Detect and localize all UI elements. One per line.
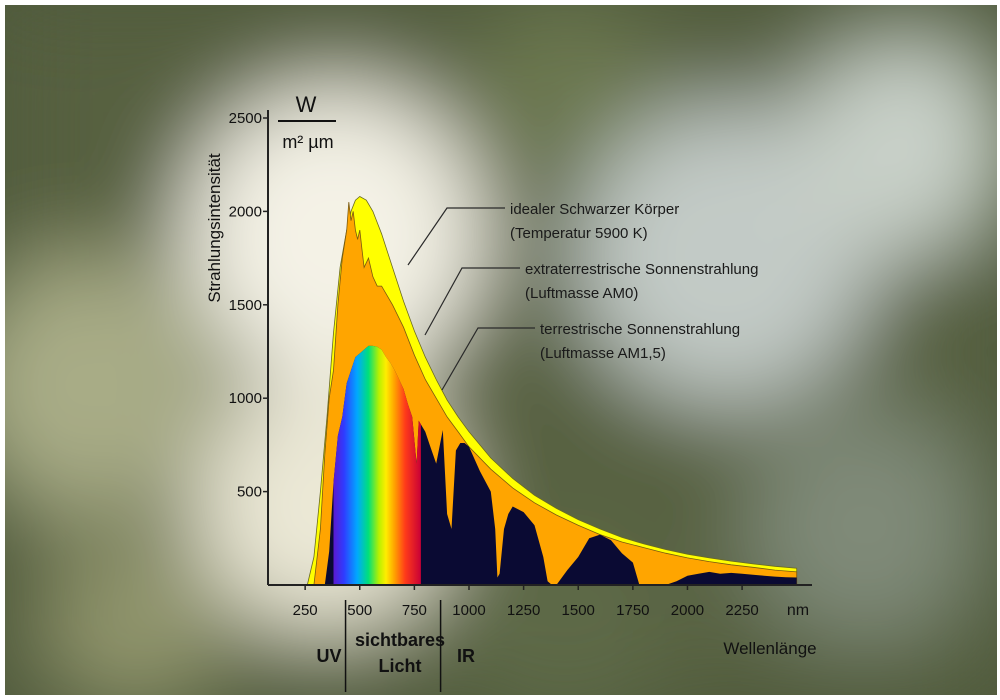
y-axis-label: Strahlungsintensität [205,153,224,303]
callout-series-name: idealer Schwarzer Körper [510,201,679,218]
region-label-word: Licht [379,656,422,676]
regions-layer: UV sichtbares Licht IR [316,600,475,692]
x-tick-label: 750 [402,602,427,619]
x-tick-label: 1000 [452,602,485,619]
callout-series-note: (Luftmasse AM1,5) [540,345,666,362]
region-label-visible: sichtbares Licht [355,630,445,676]
unit-bottom-label: m² µm [282,132,333,152]
region-label-uv: UV [316,646,341,666]
ticks-layer: 250 500 750 1000 1250 1500 1750 2000 2250 500 1000… [229,110,759,619]
x-tick-label: 1500 [562,602,595,619]
axes-layer [267,110,812,586]
x-axis-unit-label: nm [787,602,809,619]
series-layer [306,196,798,586]
x-axis-label: Wellenlänge [723,639,816,658]
callout-series-name: terrestrische Sonnenstrahlung [540,321,740,338]
y-tick-label: 1500 [229,297,262,314]
region-label-word: sichtbares [355,630,445,650]
x-tick-label: 1250 [507,602,540,619]
x-tick-label: 2000 [671,602,704,619]
area-am15 [324,345,797,585]
callout-leader-line [407,207,505,266]
callout-series-note: (Luftmasse AM0) [525,285,638,302]
x-tick-label: 1750 [616,602,649,619]
callout-series-name: extraterrestrische Sonnenstrahlung [525,261,758,278]
area-visible-rainbow [333,345,421,585]
callout-leader-line [424,267,520,336]
callout-series-note: (Temperatur 5900 K) [510,225,648,242]
blurred-photo-background [5,5,997,695]
x-tick-label: 250 [293,602,318,619]
y-tick-label: 2500 [229,110,262,127]
y-tick-label: 500 [237,484,262,501]
callout-leader-line [441,327,535,391]
y-tick-label: 2000 [229,203,262,220]
y-tick-label: 1000 [229,390,262,407]
unit-top-label: W [296,92,317,117]
region-label-ir: IR [457,646,475,666]
callouts-layer: idealer Schwarzer Körper (Temperatur 5900… [407,201,758,391]
x-tick-label: 500 [347,602,372,619]
x-tick-label: 2250 [725,602,758,619]
